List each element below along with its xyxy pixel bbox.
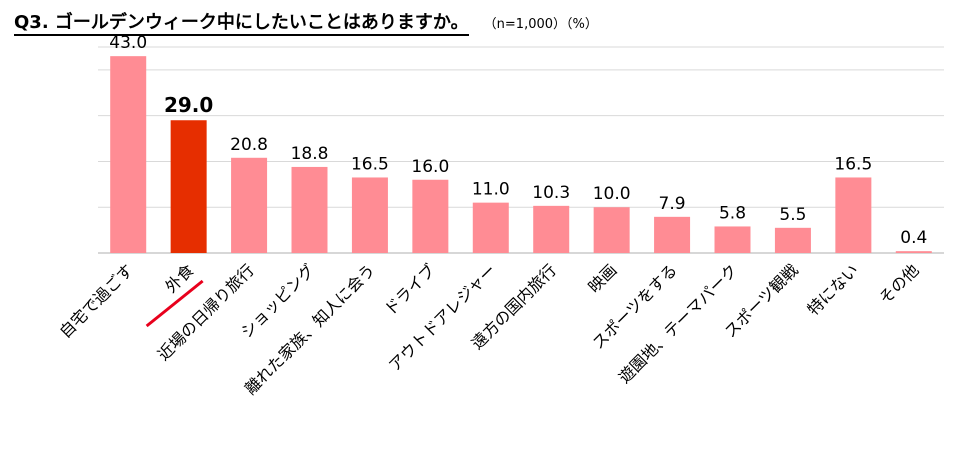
- value-label-13: 16.5: [834, 154, 872, 174]
- value-label-9: 10.0: [593, 184, 631, 204]
- chart-title: Q3. ゴールデンウィーク中にしたいことはありますか。: [14, 12, 469, 36]
- value-label-6: 16.0: [411, 157, 449, 177]
- bar-11: [714, 226, 751, 253]
- value-label-14: 0.4: [900, 228, 927, 248]
- category-label-9: 映画: [584, 260, 620, 296]
- category-label-1: 自宅で過ごす: [56, 260, 137, 341]
- category-label-11: 遊園地、テーマパーク: [615, 260, 742, 387]
- category-label-13: 特にない: [803, 260, 862, 319]
- bar-10: [654, 216, 691, 253]
- bar-12: [774, 227, 811, 253]
- chart-subtitle: （n=1,000）（%）: [483, 17, 598, 32]
- value-label-11: 5.8: [719, 203, 746, 223]
- value-label-2: 29.0: [164, 93, 213, 117]
- value-label-12: 5.5: [779, 205, 806, 225]
- bar-3: [231, 157, 268, 253]
- bar-5: [351, 177, 388, 253]
- value-label-7: 11.0: [472, 180, 510, 200]
- bar-13: [835, 177, 872, 253]
- highlight-underline: [145, 279, 204, 328]
- bar-7: [472, 202, 509, 253]
- bar-9: [593, 207, 630, 253]
- category-label-7: アウトドアレジャー: [385, 260, 500, 375]
- bar-8: [533, 205, 570, 253]
- chart-title-block: Q3. ゴールデンウィーク中にしたいことはありますか。 （n=1,000）（%）: [14, 8, 598, 36]
- bar-14: [895, 251, 932, 253]
- category-label-14: その他: [875, 260, 922, 307]
- value-label-5: 16.5: [351, 154, 389, 174]
- value-label-3: 20.8: [230, 135, 268, 155]
- bar-4: [291, 166, 328, 253]
- value-label-1: 43.0: [109, 33, 147, 53]
- bar-6: [412, 179, 449, 253]
- value-label-8: 10.3: [532, 183, 570, 203]
- value-label-4: 18.8: [291, 144, 329, 164]
- category-label-6: ドライブ: [380, 260, 439, 319]
- value-label-10: 7.9: [659, 194, 686, 214]
- bar-1: [110, 56, 147, 254]
- bar-2: [170, 120, 207, 253]
